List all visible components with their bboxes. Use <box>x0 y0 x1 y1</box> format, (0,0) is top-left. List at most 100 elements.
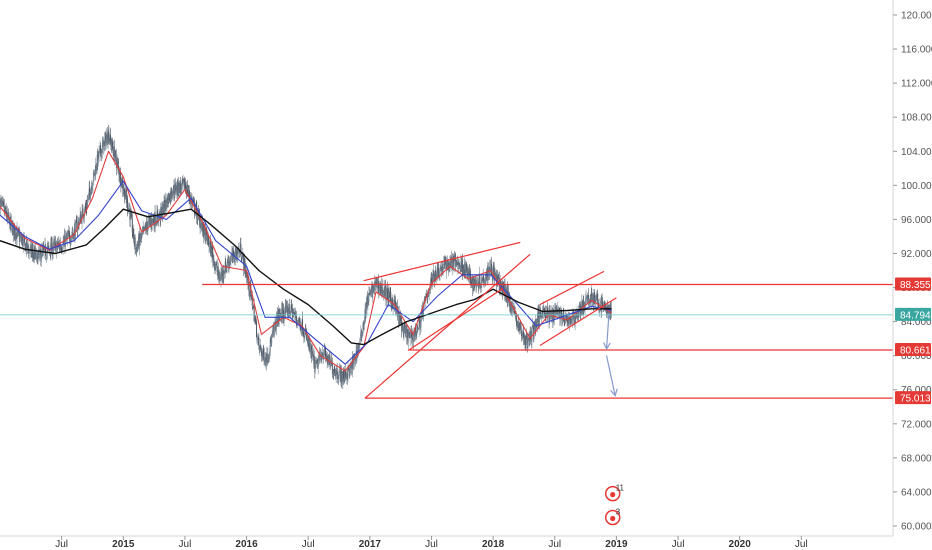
candle-body <box>139 239 141 241</box>
forecast-arrow-shaft[interactable] <box>605 313 610 349</box>
candle-body <box>292 308 294 318</box>
candle-body <box>389 291 391 293</box>
candle-body <box>385 291 387 301</box>
candle-body <box>469 270 471 278</box>
candle-body <box>572 311 574 313</box>
candle-body <box>376 277 378 289</box>
candle-body <box>525 334 527 345</box>
candle-body <box>133 228 135 240</box>
candle-body <box>361 335 363 338</box>
candle-body <box>363 323 365 325</box>
forecast-arrow-shaft[interactable] <box>605 355 616 396</box>
candle-body <box>560 311 562 317</box>
candle-body <box>581 301 583 308</box>
candle-body <box>306 338 308 342</box>
candle-body <box>564 317 566 324</box>
candle-body <box>81 210 83 224</box>
candle-body <box>137 244 139 248</box>
candle-body <box>301 327 303 332</box>
candle-body <box>476 286 478 288</box>
candle-body <box>458 261 460 269</box>
candle-body <box>541 316 543 317</box>
time-axis-tick-label: 2018 <box>482 539 505 550</box>
candle-body <box>587 295 589 300</box>
time-axis[interactable]: Jul 2015 Jul 2016 Jul 2017 Jul 2018 Jul 2019 Jul 20… <box>0 535 893 550</box>
candle-body <box>253 306 255 321</box>
candle-body <box>264 361 266 363</box>
candle-body <box>324 348 326 351</box>
level-price-label-text: 75.013 <box>900 394 931 405</box>
candle-body <box>489 271 491 276</box>
candle-body <box>175 184 177 192</box>
candle-body <box>53 241 55 244</box>
candle-body <box>360 332 362 336</box>
candle-body <box>462 268 464 274</box>
candle-body <box>146 222 148 232</box>
candle-body <box>433 270 435 276</box>
trendline[interactable] <box>539 297 617 346</box>
candle-body <box>223 272 225 275</box>
candle-body <box>241 256 243 260</box>
candle-body <box>278 312 280 320</box>
candle-body <box>254 317 256 322</box>
candle-body <box>174 184 176 194</box>
candle-body <box>114 156 116 161</box>
candle-body <box>259 346 261 350</box>
level-price-label-text: 80.661 <box>900 346 931 357</box>
candle-body <box>490 259 492 268</box>
candle-body <box>90 188 92 196</box>
candle-body <box>395 307 397 309</box>
candle-body <box>415 324 417 334</box>
time-axis-tick-label: Jul <box>548 539 561 550</box>
trendline[interactable] <box>539 270 605 306</box>
candle-body <box>581 301 583 314</box>
trendline[interactable] <box>363 241 521 282</box>
candle-body <box>483 281 485 284</box>
level-price-label: 75.013 <box>895 391 931 405</box>
candle-body <box>29 247 31 251</box>
candle-body <box>183 178 185 189</box>
candle-body <box>568 316 570 325</box>
trendline[interactable] <box>407 287 504 352</box>
event-badge[interactable]: 11 <box>604 484 625 502</box>
candle-body <box>438 275 440 279</box>
candle-body <box>495 274 497 275</box>
price-axis-tick-label: 72.000 <box>901 419 932 430</box>
level-price-label-bg <box>895 343 931 357</box>
candle-body <box>355 357 357 362</box>
event-badge[interactable]: 3 <box>604 507 621 526</box>
candle-body <box>530 331 532 341</box>
candle-body <box>271 333 273 337</box>
candle-body <box>439 268 441 274</box>
candle-body <box>522 331 524 338</box>
candle-body <box>194 210 196 213</box>
candle-body <box>24 236 26 242</box>
candle-body <box>344 370 346 377</box>
price-axis-tick-label: 112.000 <box>901 79 932 90</box>
candle-body <box>164 200 166 209</box>
candle-body <box>329 362 331 368</box>
candle-body <box>416 326 418 334</box>
candle-body <box>532 325 534 337</box>
candle-body <box>130 213 132 215</box>
candle-body <box>268 355 270 358</box>
trendline[interactable] <box>364 253 531 399</box>
candle-body <box>44 246 46 252</box>
time-axis-tick-label: 2016 <box>235 539 258 550</box>
candle-body <box>594 292 596 298</box>
candle-body <box>164 200 166 211</box>
candle-body <box>343 376 345 379</box>
candle-body <box>498 277 500 279</box>
candle-body <box>602 301 604 307</box>
candle-body <box>85 205 87 209</box>
plot-area[interactable]: 11 3 <box>0 124 893 526</box>
candle-body <box>519 322 521 330</box>
candle-body <box>474 281 476 286</box>
candle-body <box>75 220 77 223</box>
candle-body <box>597 298 599 307</box>
candle-body <box>20 237 22 242</box>
candle-body <box>484 283 486 284</box>
candle-body <box>452 260 454 268</box>
price-axis-tick-label: 64.000 <box>901 487 932 498</box>
